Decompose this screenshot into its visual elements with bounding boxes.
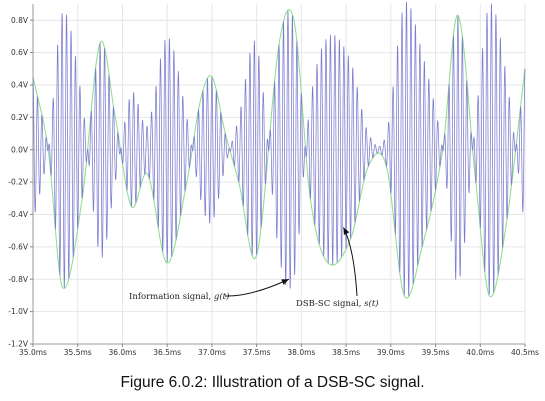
annotation-dsb-sc-signal-label: DSB-SC signal, s(t) [296,298,379,309]
series-dsb-sc-signal [32,1,526,297]
x-tick-label: 35.5ms [64,348,92,357]
x-tick-label: 36.0ms [108,348,136,357]
annotation-information-signal: Information signal, g(t) [129,278,290,302]
y-tick-label: -0.8V [8,275,29,284]
chart: -1.2V -1.0V -0.8V -0.6V -0.4V -0.2V 0.0V 0.2V 0.… [8,1,539,357]
annotation-dsb-sc-signal-arrowhead [343,227,350,236]
x-tick-label: 35.0ms [19,348,47,357]
figure-caption: Figure 6.0.2: Illustration of a DSB-SC s… [120,374,425,391]
y-tick-label: 0.6V [11,48,29,57]
y-tick-label: 0.4V [11,81,29,90]
y-tick-label: -1.2V [8,340,29,349]
y-tick-label: 0.2V [11,113,29,122]
x-tick-label: 37.5ms [243,348,271,357]
x-tick-label: 40.0ms [466,348,494,357]
y-tick-label: -0.2V [8,178,29,187]
x-tick-label: 40.5ms [511,348,539,357]
x-tick-labels: 35.0ms 35.5ms 36.0ms 36.5ms 37.0ms 37.5ms 38.0… [19,344,539,357]
y-tick-labels: -1.2V -1.0V -0.8V -0.6V -0.4V -0.2V 0.0V 0.2V 0.… [8,16,33,349]
x-tick-label: 36.5ms [153,348,181,357]
x-tick-label: 38.0ms [287,348,315,357]
x-tick-label: 37.0ms [198,348,226,357]
annotation-information-signal-label: Information signal, g(t) [129,291,229,302]
annotation-dsb-sc-signal: DSB-SC signal, s(t) [296,227,379,309]
x-tick-label: 39.0ms [377,348,405,357]
y-tick-label: 0.8V [11,16,29,25]
y-tick-label: -0.6V [8,242,29,251]
x-tick-label: 38.5ms [332,348,360,357]
y-tick-label: -1.0V [8,307,29,316]
annotation-information-signal-arrowhead [281,279,289,285]
x-tick-label: 39.5ms [422,348,450,357]
annotation-information-signal-arrow [224,278,290,297]
y-tick-label: 0.0V [11,145,29,154]
y-tick-label: -0.4V [8,210,29,219]
